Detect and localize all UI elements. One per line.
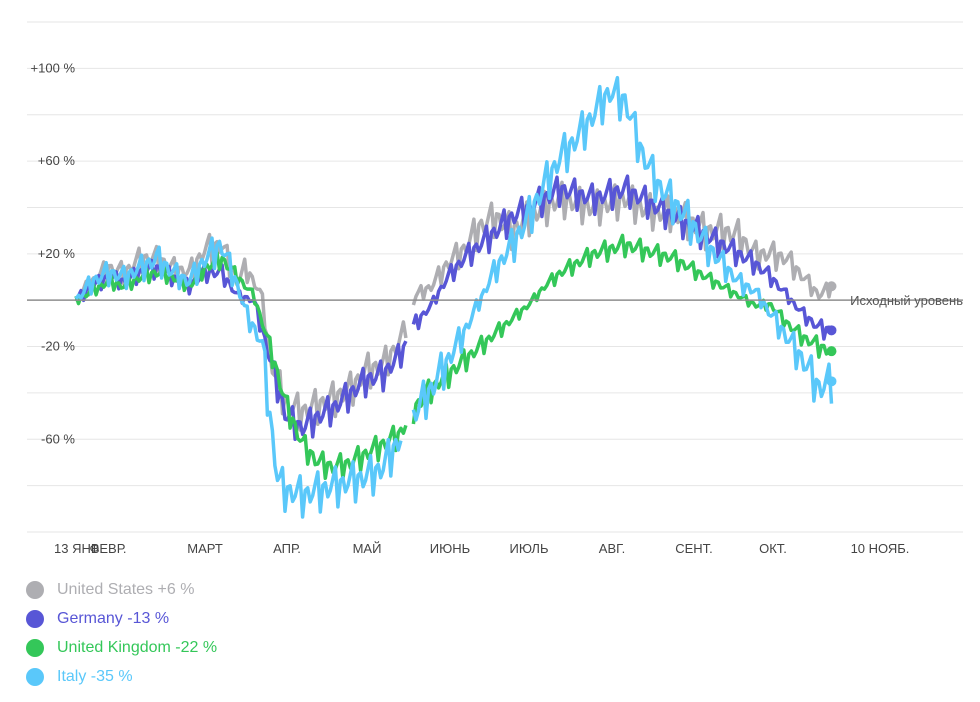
legend-label-germany: Germany -13 % xyxy=(57,609,170,627)
series-line-germany xyxy=(74,174,834,441)
legend: United States +6 % Germany -13 % United … xyxy=(26,575,217,691)
x-tick-label: СЕНТ. xyxy=(675,541,713,556)
series-end-dot-united-states xyxy=(826,281,837,292)
y-tick-label: -60 % xyxy=(41,431,75,446)
y-tick-label: +20 % xyxy=(38,246,76,261)
x-tick-label: ФЕВР. xyxy=(89,541,126,556)
x-tick-label: АВГ. xyxy=(599,541,625,556)
series-lines xyxy=(74,75,834,519)
legend-label-united-kingdom: United Kingdom -22 % xyxy=(57,638,218,656)
mobility-line-chart: +100 % +60 % +20 % -20 % -60 % Исходный уров… xyxy=(27,21,963,556)
legend-label-italy: Italy -35 % xyxy=(57,667,133,685)
x-tick-label: 10 НОЯБ. xyxy=(851,541,910,556)
y-axis-ticks: +100 % +60 % +20 % -20 % -60 % xyxy=(31,60,76,446)
series-end-dot-italy xyxy=(826,376,837,387)
x-tick-label: ИЮНЬ xyxy=(430,541,470,556)
x-tick-label: 13 ЯНВ. xyxy=(54,541,103,556)
legend-dot-italy xyxy=(26,667,44,686)
gridlines xyxy=(27,21,963,533)
x-tick-label: ОКТ. xyxy=(759,541,787,556)
x-axis-ticks: 13 ЯНВ.ФЕВР. МАРТ АПР. МАЙ ИЮНЬ ИЮЛЬ АВГ. СЕНТ.… xyxy=(54,541,909,556)
legend-label-united-states: United States +6 % xyxy=(57,580,195,598)
x-tick-label: МАЙ xyxy=(353,541,382,556)
x-tick-label: ИЮЛЬ xyxy=(510,541,549,556)
series-end-dot-germany xyxy=(826,325,837,336)
legend-item-germany[interactable]: Germany -13 % xyxy=(26,604,217,633)
x-tick-label: МАРТ xyxy=(187,541,223,556)
legend-dot-germany xyxy=(26,609,44,628)
legend-item-united-kingdom[interactable]: United Kingdom -22 % xyxy=(26,633,217,662)
baseline-label: Исходный уровень xyxy=(850,293,963,308)
series-end-dot-united-kingdom xyxy=(826,346,837,357)
y-tick-label: +60 % xyxy=(38,153,76,168)
legend-item-united-states[interactable]: United States +6 % xyxy=(26,575,217,604)
series-line-italy xyxy=(74,75,834,519)
legend-dot-united-states xyxy=(26,580,44,599)
y-tick-label: +100 % xyxy=(31,60,76,75)
legend-item-italy[interactable]: Italy -35 % xyxy=(26,662,217,691)
x-tick-label: АПР. xyxy=(273,541,301,556)
y-tick-label: -20 % xyxy=(41,339,75,354)
series-end-dots xyxy=(826,281,837,387)
legend-dot-united-kingdom xyxy=(26,638,44,657)
